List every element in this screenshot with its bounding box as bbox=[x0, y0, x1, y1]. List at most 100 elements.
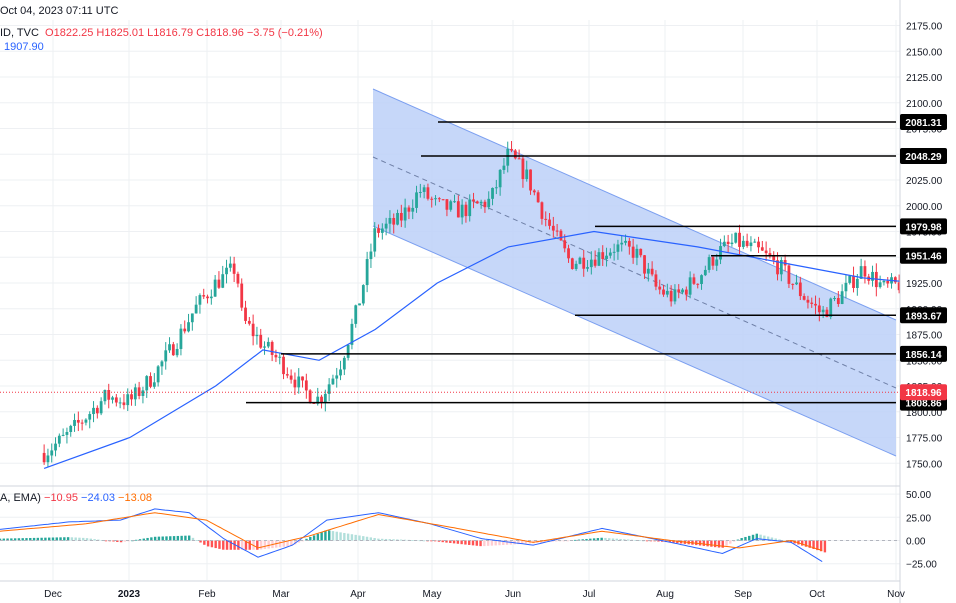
candle-body bbox=[787, 265, 791, 284]
osc-histogram-bar bbox=[263, 540, 267, 549]
osc-histogram-bar bbox=[596, 538, 600, 541]
osc-histogram-bar bbox=[195, 540, 198, 541]
candle-body bbox=[764, 250, 768, 254]
candle-body bbox=[266, 341, 270, 347]
candle-body bbox=[719, 246, 722, 260]
time-tick-label: Jun bbox=[505, 589, 521, 600]
osc-histogram-bar bbox=[157, 536, 161, 541]
osc-histogram-bar bbox=[44, 537, 47, 541]
osc-histogram-bar bbox=[672, 540, 675, 543]
osc-histogram-bar bbox=[592, 538, 596, 541]
candle-body bbox=[464, 204, 468, 217]
osc-histogram-bar bbox=[29, 537, 32, 541]
osc-histogram-bar bbox=[626, 539, 630, 541]
candle-body bbox=[396, 212, 399, 225]
candle-body bbox=[221, 274, 225, 288]
candle-body bbox=[886, 280, 890, 284]
candle-body bbox=[802, 296, 806, 300]
osc-histogram-bar bbox=[748, 535, 751, 541]
osc-histogram-bar bbox=[676, 540, 679, 544]
osc-histogram-bar bbox=[229, 540, 233, 550]
candle-body bbox=[665, 290, 669, 295]
osc-histogram-bar bbox=[611, 538, 615, 541]
candle-body bbox=[810, 302, 814, 304]
osc-histogram-bar bbox=[210, 540, 214, 548]
osc-histogram-bar bbox=[320, 532, 323, 541]
level-label: 1893.67 bbox=[905, 311, 942, 322]
osc-histogram-bar bbox=[380, 538, 384, 541]
osc-histogram-bar bbox=[778, 539, 781, 541]
candle-body bbox=[468, 199, 472, 217]
candle-body bbox=[274, 354, 278, 358]
candle-body bbox=[107, 389, 111, 400]
candle-body bbox=[69, 425, 73, 432]
level-label-box bbox=[900, 345, 947, 362]
osc-histogram-bar bbox=[369, 537, 373, 541]
osc-histogram-bar bbox=[112, 540, 115, 542]
level-label-box bbox=[900, 247, 947, 264]
candle-body bbox=[863, 266, 867, 277]
osc-histogram-bar bbox=[377, 538, 380, 541]
candle-body bbox=[578, 257, 582, 264]
osc-histogram-bar bbox=[721, 540, 724, 548]
osc-histogram-bar bbox=[585, 538, 588, 541]
candle-body bbox=[415, 192, 418, 208]
osc-histogram-bar bbox=[256, 540, 259, 550]
osc-histogram-bar bbox=[573, 539, 577, 541]
osc-histogram-bar bbox=[328, 530, 331, 541]
osc-histogram-bar bbox=[468, 540, 471, 545]
osc-histogram-bar bbox=[445, 540, 448, 543]
osc-histogram-bar bbox=[25, 538, 28, 541]
price-tick-label: 2100.00 bbox=[906, 99, 943, 110]
candle-body bbox=[122, 402, 126, 406]
price-tick-label: 2025.00 bbox=[906, 176, 943, 187]
price-tick-label: 2150.00 bbox=[906, 47, 943, 58]
osc-histogram-bar bbox=[645, 540, 649, 542]
osc-histogram-bar bbox=[89, 538, 93, 541]
candle-body bbox=[236, 273, 240, 284]
osc-histogram-bar bbox=[135, 539, 138, 541]
osc-histogram-bar bbox=[736, 539, 740, 541]
time-tick-label: Nov bbox=[887, 589, 905, 600]
candle-body bbox=[491, 187, 494, 199]
candle-body bbox=[453, 201, 456, 203]
osc-histogram-bar bbox=[358, 535, 361, 541]
candle-body bbox=[521, 158, 525, 180]
candle-body bbox=[798, 282, 802, 297]
candle-body bbox=[179, 328, 183, 349]
candle-body bbox=[722, 241, 726, 247]
candle-body bbox=[544, 218, 548, 220]
osc-histogram-bar bbox=[751, 534, 755, 541]
osc-histogram-bar bbox=[755, 533, 758, 541]
candle-body bbox=[707, 257, 711, 270]
osc-histogram-bar bbox=[365, 536, 369, 541]
osc-histogram-bar bbox=[176, 535, 180, 541]
osc-histogram-bar bbox=[623, 539, 626, 541]
candle-body bbox=[662, 289, 665, 295]
candle-body bbox=[251, 323, 255, 337]
candle-body bbox=[760, 247, 764, 251]
osc-histogram-bar bbox=[399, 539, 403, 541]
osc-histogram-bar bbox=[437, 540, 441, 542]
candle-body bbox=[893, 277, 897, 283]
time-tick-label: Apr bbox=[350, 589, 366, 600]
osc-histogram-bar bbox=[634, 539, 637, 541]
candle-body bbox=[350, 323, 354, 345]
osc-histogram-bar bbox=[804, 540, 808, 547]
osc-histogram-bar bbox=[13, 538, 17, 541]
level-label: 1951.46 bbox=[905, 252, 942, 263]
osc-histogram-bar bbox=[502, 540, 505, 546]
osc-histogram-bar bbox=[10, 538, 13, 541]
osc-histogram-bar bbox=[339, 532, 342, 541]
candle-body bbox=[327, 384, 331, 394]
osc-signal-line bbox=[0, 512, 823, 551]
candle-body bbox=[749, 242, 753, 247]
osc-histogram-bar bbox=[759, 534, 762, 541]
candle-body bbox=[658, 286, 662, 290]
osc-histogram-bar bbox=[354, 534, 357, 541]
osc-histogram-bar bbox=[729, 540, 732, 544]
candle-body bbox=[840, 291, 844, 304]
candle-body bbox=[833, 298, 836, 300]
osc-histogram-bar bbox=[396, 539, 399, 541]
